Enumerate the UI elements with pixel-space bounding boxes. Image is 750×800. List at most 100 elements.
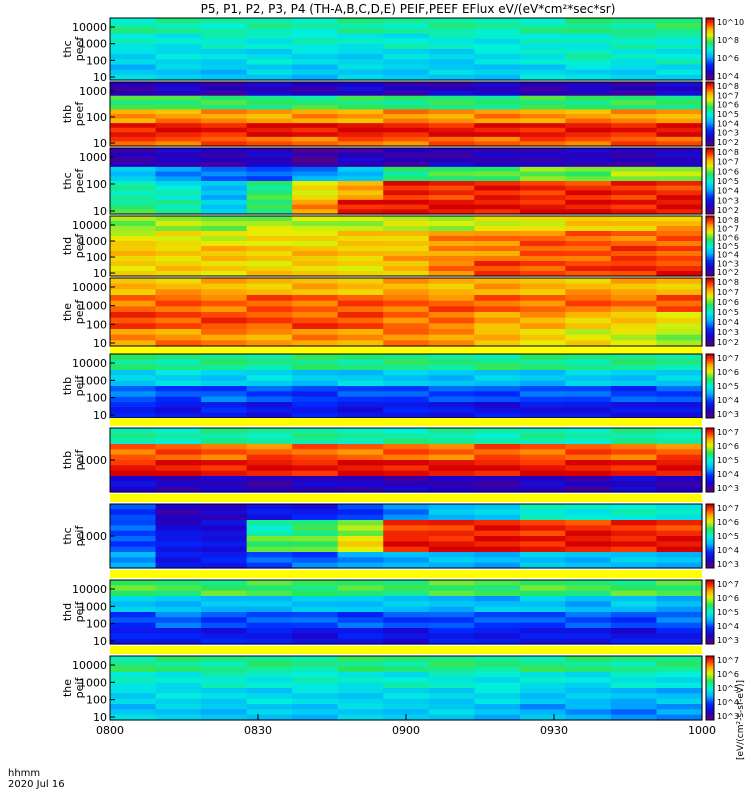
heatmap-cell: [201, 251, 248, 257]
heatmap-cell: [337, 221, 384, 227]
heatmap-cell: [246, 256, 293, 262]
colorbar-step: [706, 384, 714, 387]
colorbar-step: [706, 471, 714, 474]
heatmap-cell: [246, 38, 293, 45]
heatmap-cell: [610, 677, 658, 684]
heatmap-cell: [155, 157, 202, 163]
colorbar-tick-label: 10^2: [717, 138, 739, 147]
heatmap-cell: [110, 481, 157, 488]
heatmap-cell: [383, 449, 430, 456]
heatmap-cell: [519, 82, 566, 88]
panel-frame: [109, 147, 703, 215]
colorbar-step: [706, 605, 714, 608]
heatmap-cell: [337, 541, 384, 548]
heatmap-cell: [110, 148, 157, 154]
heatmap-cell: [610, 612, 658, 618]
heatmap-cell: [428, 271, 475, 277]
heatmap-cell: [383, 132, 430, 138]
colorbar-step: [706, 675, 714, 678]
heatmap-cell: [519, 148, 566, 154]
heatmap-cell: [292, 231, 339, 237]
heatmap-cell: [246, 557, 293, 564]
heatmap-cell: [292, 364, 339, 371]
heatmap-cell: [337, 638, 384, 645]
heatmap-cell: [565, 132, 612, 138]
heatmap-cell: [474, 91, 521, 97]
heatmap-cell: [428, 123, 475, 129]
heatmap-cell: [610, 114, 658, 120]
heatmap-cell: [428, 74, 475, 81]
heatmap-cell: [383, 166, 430, 173]
heatmap-cell: [565, 306, 612, 313]
colorbar-step: [706, 267, 714, 269]
heatmap-cell: [110, 152, 157, 159]
heatmap-cell: [246, 306, 293, 313]
heatmap-cell: [383, 246, 430, 252]
heatmap-cell: [428, 433, 475, 440]
colorbar-step: [706, 220, 714, 223]
heatmap-cell: [428, 396, 475, 403]
heatmap-cell: [292, 209, 339, 215]
heatmap-cell: [474, 481, 521, 488]
heatmap-cell: [428, 677, 475, 684]
heatmap-cell: [428, 536, 475, 542]
heatmap-cell: [656, 132, 703, 138]
heatmap-cell: [246, 166, 293, 173]
heatmap-cell: [656, 91, 703, 97]
colorbar-step: [706, 190, 714, 194]
heatmap-cell: [565, 104, 612, 111]
y-tick-label: 10: [93, 409, 107, 422]
heatmap-cell: [519, 486, 566, 493]
heatmap-cell: [383, 74, 430, 81]
heatmap-cell: [383, 704, 430, 710]
heatmap-cell: [474, 157, 521, 163]
colorbar-step: [706, 616, 714, 619]
heatmap-cell: [428, 136, 475, 143]
heatmap-cell: [519, 709, 566, 716]
colorbar-step: [706, 273, 714, 275]
x-axis-caption: hhmm 2020 Jul 16: [8, 768, 65, 790]
heatmap-cell: [337, 162, 384, 168]
heatmap-cell: [383, 162, 430, 168]
heatmap-cell: [201, 236, 248, 242]
heatmap-cell: [292, 585, 339, 592]
heatmap-cell: [246, 251, 293, 257]
heatmap-cell: [110, 433, 157, 440]
heatmap-cell: [155, 656, 202, 662]
heatmap-cell: [656, 520, 703, 526]
heatmap-cell: [519, 470, 566, 477]
colorbar-tick-label: 10^5: [717, 382, 739, 391]
heatmap-cell: [201, 329, 248, 336]
heatmap-cell: [110, 157, 157, 163]
heatmap-cell: [246, 317, 293, 324]
heatmap-cell: [383, 596, 430, 602]
heatmap-cell: [656, 601, 703, 608]
heatmap-cell: [246, 236, 293, 242]
heatmap-cell: [474, 28, 521, 35]
heatmap-cell: [110, 74, 157, 81]
heatmap-cell: [383, 251, 430, 257]
heatmap-cell: [656, 412, 703, 419]
heatmap-cell: [428, 601, 475, 608]
y-tick-label: 100: [86, 318, 107, 331]
colorbar-step: [706, 381, 714, 384]
heatmap-cell: [201, 402, 248, 408]
heatmap-cell: [610, 132, 658, 138]
heatmap-cell: [428, 64, 475, 71]
heatmap-cell: [519, 278, 566, 285]
heatmap-cell: [474, 638, 521, 645]
heatmap-cell: [428, 43, 475, 50]
heatmap-cell: [565, 370, 612, 376]
colorbar-step: [706, 710, 714, 713]
heatmap-cell: [337, 465, 384, 472]
heatmap-cell: [565, 402, 612, 408]
colorbar-step: [706, 101, 714, 104]
heatmap-cell: [656, 266, 703, 272]
colorbar-step: [706, 156, 714, 159]
heatmap-cell: [519, 530, 566, 537]
heatmap-cell: [201, 590, 248, 597]
heatmap-cell: [610, 69, 658, 76]
heatmap-cell: [246, 127, 293, 133]
colorbar-frame: [705, 353, 715, 419]
y-axis-label-species: peef: [73, 233, 86, 259]
